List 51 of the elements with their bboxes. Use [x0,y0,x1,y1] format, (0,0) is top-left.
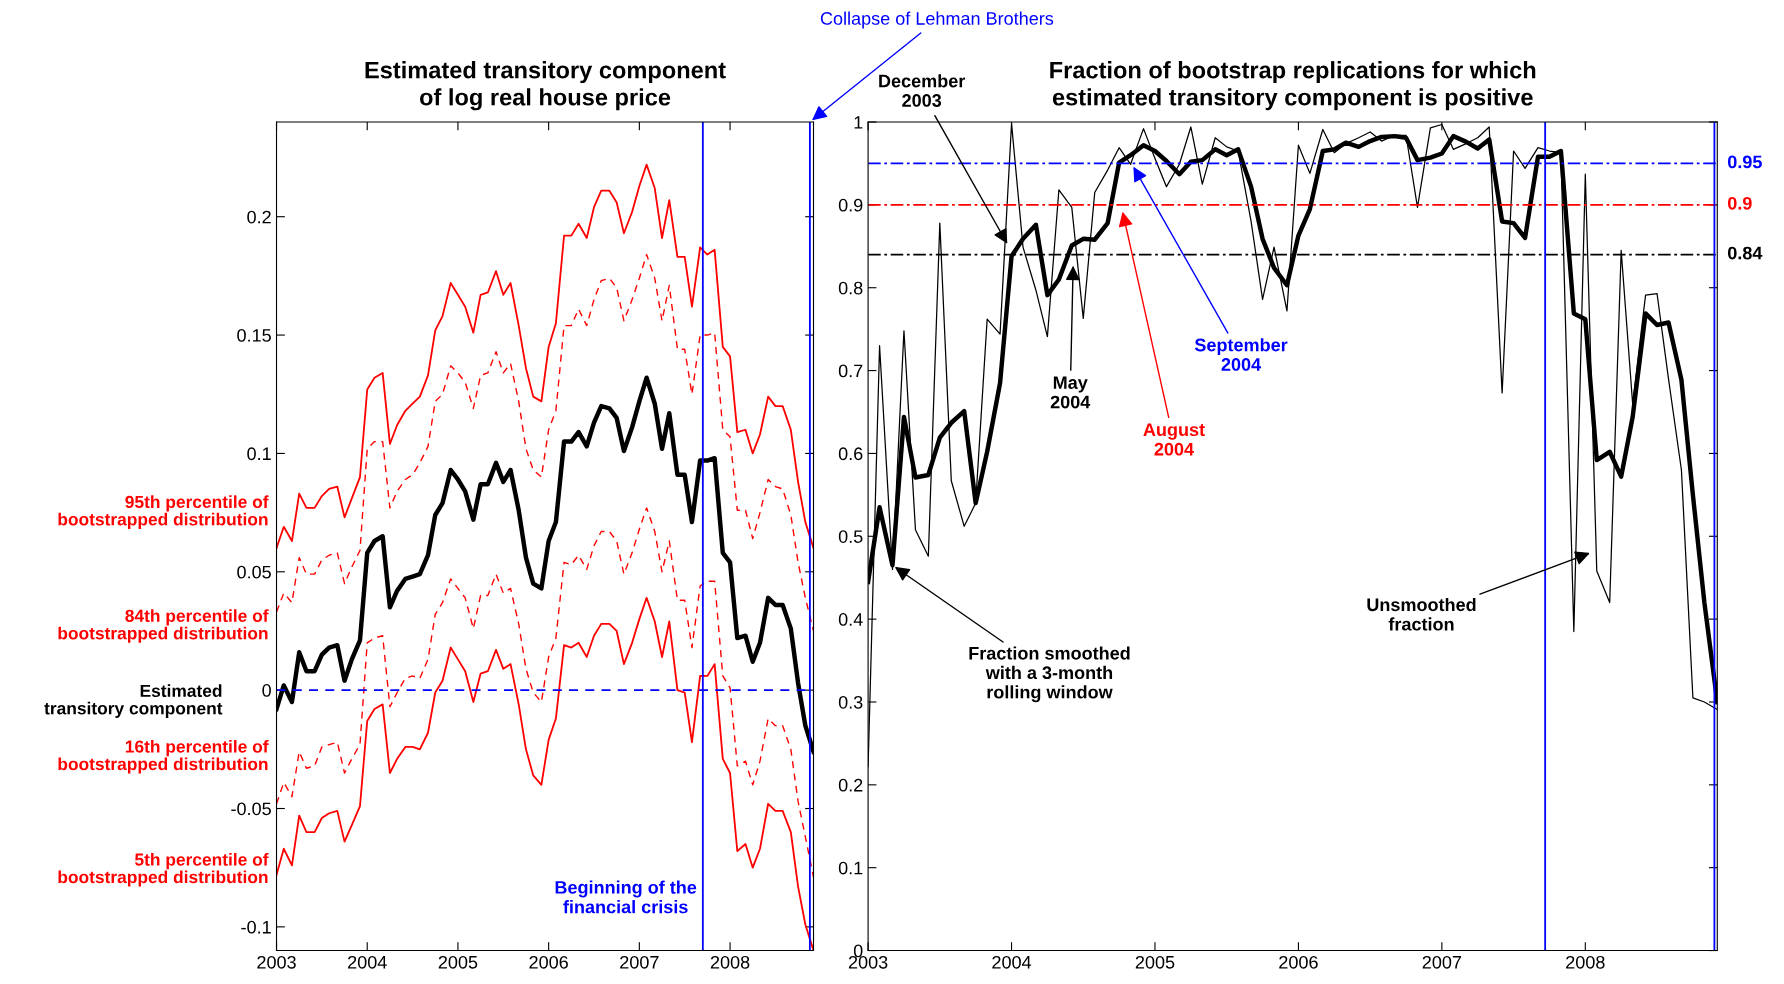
x-tick-label: 2003 [257,955,296,969]
x-tick-label: 2003 [848,955,888,969]
ref-line-label: 0.84 [1727,246,1763,260]
line-series [276,507,814,878]
y-tick-label: 0.2 [247,210,271,224]
x-tick-label: 2008 [710,955,750,969]
y-tick-label: 0.2 [838,778,863,792]
y-tick-label: -0.05 [231,802,271,816]
series-label: 5th percentile of bootstrapped distribution [58,852,269,887]
y-tick-label: 0 [853,944,863,958]
ref-line-label: 0.9 [1727,196,1752,210]
x-tick-label: 2004 [992,955,1032,969]
line-series [276,253,814,632]
y-tick-label: -0.1 [241,920,271,934]
y-tick-label: 0.7 [838,364,863,378]
annotation: Fraction smoothed with a 3-month rolling window [969,646,1130,703]
x-tick-label: 2008 [1566,955,1605,969]
series-label: 16th percentile of bootstrapped distribution [58,739,269,774]
x-tick-label: 2007 [1422,955,1462,969]
y-tick-label: 0.5 [838,530,863,543]
text: Estimated transitory component [44,684,223,718]
line-series [276,163,814,550]
y-tick-label: 0.05 [237,565,271,579]
annotation: December 2003 [879,74,966,107]
y-tick-label: 1 [854,116,863,129]
y-tick-label: 0.8 [838,281,863,295]
chart-title: Estimated transitory component of log real house price [365,61,726,111]
x-tick-label: 2004 [348,955,387,969]
y-tick-label: 0.4 [838,613,863,626]
y-tick-label: 0.1 [838,861,863,875]
annotation: September 2004 [1194,338,1288,371]
series-label: 95th percentile of bootstrapped distribution [58,495,269,529]
chart-title: Fraction of bootstrap replications for which estimated transitory component is positive [1050,61,1536,111]
y-tick-label: 0.1 [247,447,271,461]
x-tick-label: 2005 [1135,955,1175,969]
annotation: Collapse of Lehman Brothers [820,11,1054,29]
ref-line-label: 0.95 [1727,155,1762,169]
annotation: Unsmoothed fraction [1367,597,1476,631]
x-tick-label: 2006 [529,955,568,969]
y-tick-label: 0.3 [838,695,863,709]
y-tick-label: 0.6 [838,447,863,461]
x-tick-label: 2007 [620,955,659,969]
annotation: May 2004 [1050,376,1091,409]
y-tick-label: 0.9 [838,198,863,212]
x-tick-label: 2005 [438,955,478,969]
annotation: August 2004 [1143,423,1205,456]
annotation: Beginning of the financial crisis [555,880,697,914]
y-tick-label: 0 [262,684,271,697]
series-label: 84th percentile of bootstrapped distribution [58,609,269,643]
y-tick-label: 0.15 [237,329,271,342]
x-tick-label: 2006 [1279,955,1318,969]
